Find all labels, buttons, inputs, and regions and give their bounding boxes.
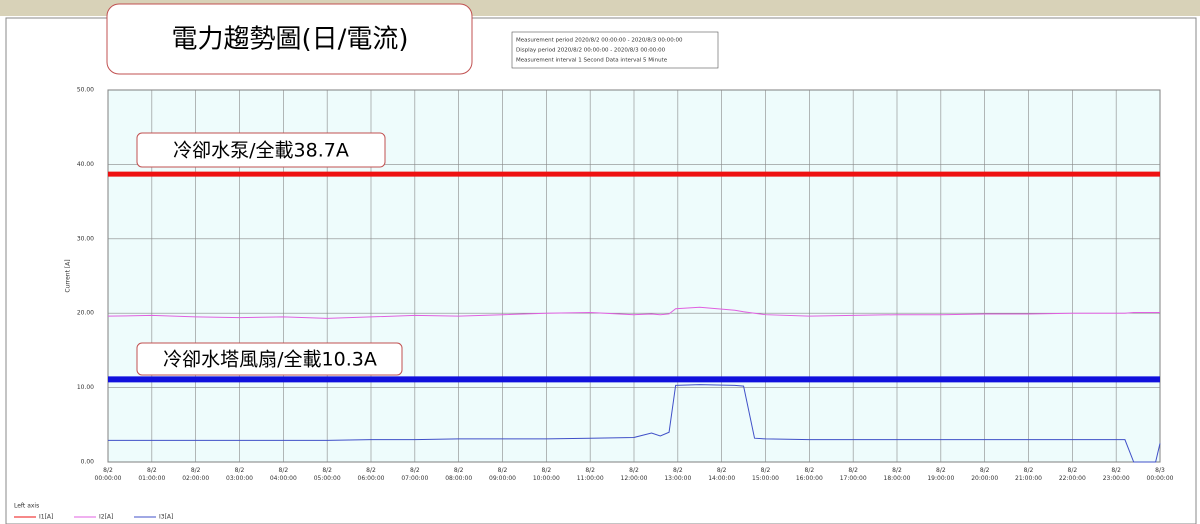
chart-title: 電力趨勢圖(日/電流) bbox=[171, 25, 408, 55]
info-line: Display period 2020/8/2 00:00:00 - 2020/… bbox=[516, 48, 666, 54]
legend-label: I3[A] bbox=[159, 514, 173, 521]
y-tick-label: 50.00 bbox=[77, 87, 94, 94]
legend-title: Left axis bbox=[14, 503, 39, 510]
chart: 電力趨勢圖(日/電流) Measurement period 2020/8/2 … bbox=[0, 0, 1200, 524]
info-line: Measurement period 2020/8/2 00:00:00 - 2… bbox=[516, 38, 683, 44]
y-tick-label: 20.00 bbox=[77, 310, 94, 317]
info-line: Measurement interval 1 Second Data inter… bbox=[516, 58, 668, 64]
legend-label: I1[A] bbox=[39, 514, 53, 521]
y-tick-label: 10.00 bbox=[77, 384, 94, 391]
y-tick-label: 40.00 bbox=[77, 161, 94, 168]
annotation: 冷卻水泵/全載38.7A bbox=[173, 140, 349, 162]
y-axis-label: Current [A] bbox=[65, 259, 72, 292]
annotation: 冷卻水塔風扇/全載10.3A bbox=[163, 349, 377, 371]
y-tick-label: 0.00 bbox=[81, 459, 95, 466]
y-tick-label: 30.00 bbox=[77, 235, 94, 242]
legend-label: I2[A] bbox=[99, 514, 113, 521]
